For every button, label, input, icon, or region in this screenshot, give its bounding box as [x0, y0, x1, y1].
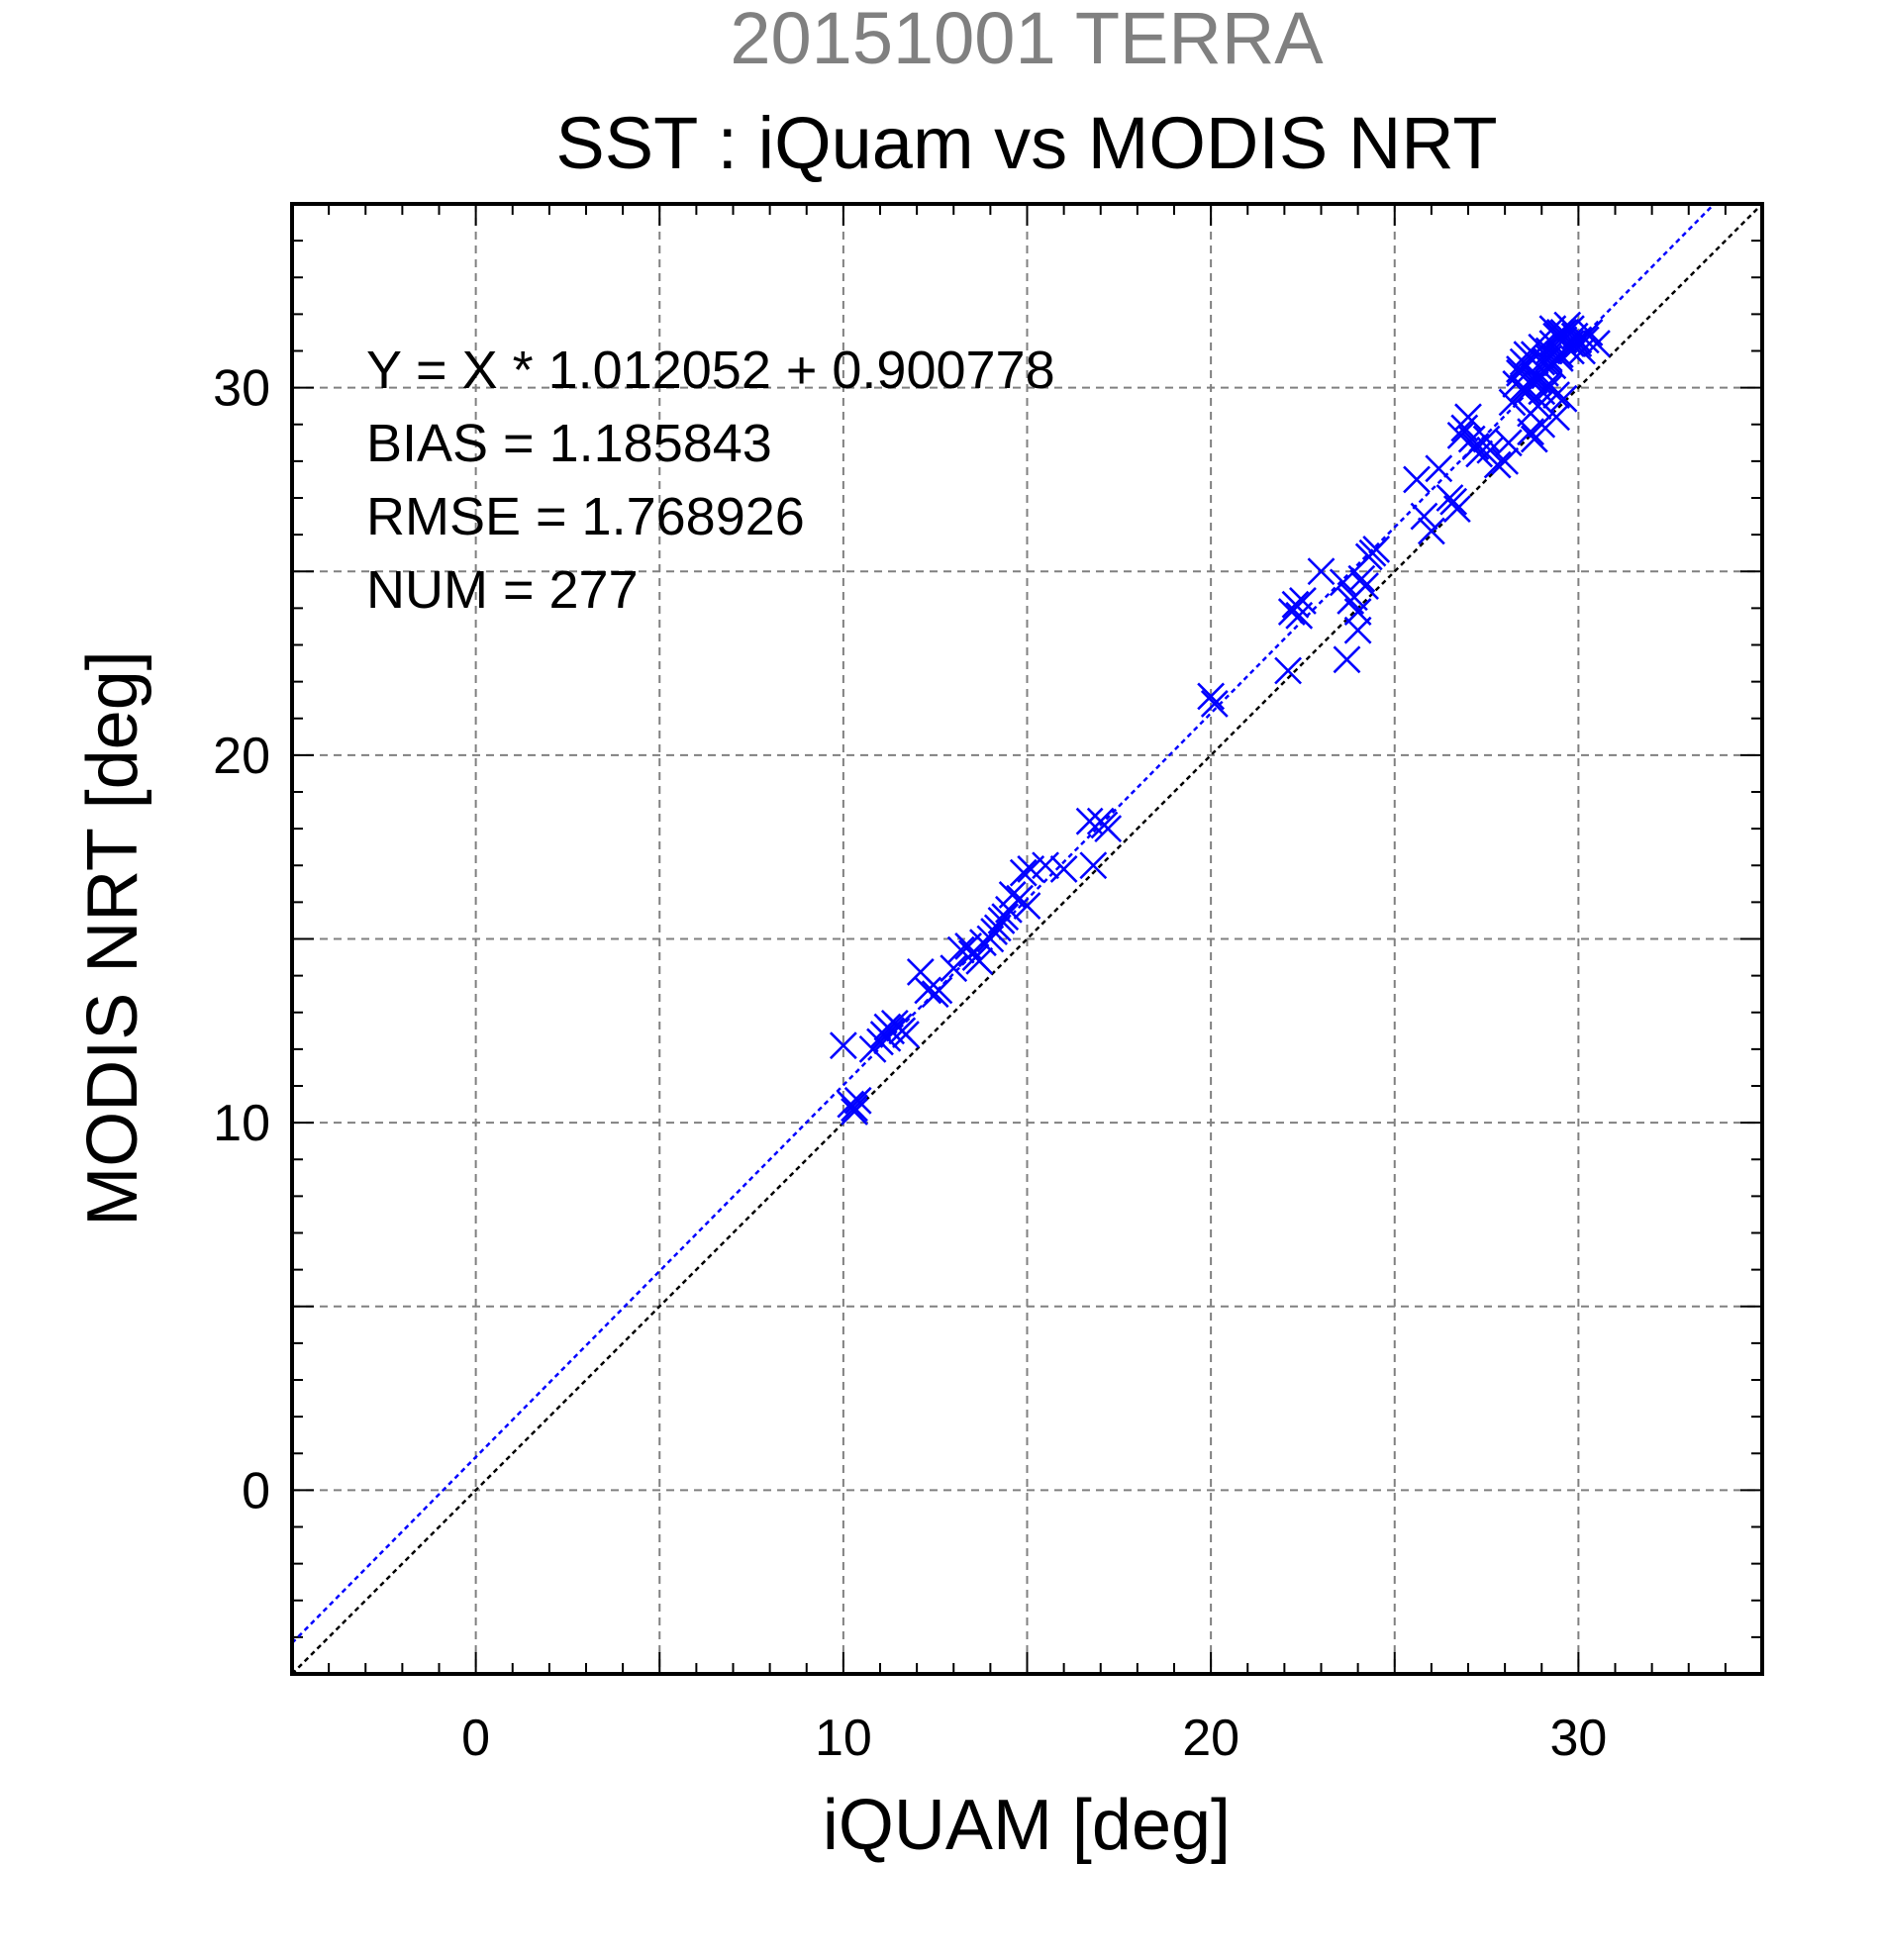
data-point — [1274, 656, 1303, 685]
data-point — [841, 1094, 868, 1123]
data-point — [1336, 587, 1365, 615]
y-tick-label: 0 — [242, 1462, 270, 1519]
data-point — [1086, 807, 1115, 835]
data-point — [1545, 322, 1574, 350]
data-point — [1410, 502, 1438, 531]
chart-suptitle: 20151001 TERRA — [730, 0, 1324, 79]
data-point — [1583, 330, 1611, 357]
data-point — [998, 881, 1027, 909]
x-tick-label: 0 — [461, 1710, 490, 1767]
data-point — [1289, 587, 1317, 615]
data-point — [1343, 616, 1372, 644]
data-point — [1013, 892, 1041, 921]
data-point — [1333, 645, 1361, 674]
data-point — [1417, 517, 1445, 545]
x-tick-label: 10 — [815, 1710, 872, 1767]
data-point — [1281, 590, 1310, 619]
data-point — [1476, 436, 1505, 464]
data-point — [1403, 465, 1431, 494]
data-point — [1494, 429, 1523, 457]
data-point — [1542, 403, 1571, 432]
x-tick-label: 20 — [1182, 1710, 1239, 1767]
data-point — [843, 1086, 872, 1115]
data-point — [965, 946, 994, 975]
data-point — [1528, 347, 1556, 376]
data-point — [873, 1024, 902, 1052]
data-point — [1442, 495, 1471, 524]
stats-num: NUM = 277 — [366, 560, 639, 620]
data-point — [1307, 557, 1336, 586]
data-point — [1465, 440, 1494, 468]
data-point — [1528, 333, 1556, 361]
data-point — [1491, 446, 1520, 475]
data-point — [1347, 564, 1376, 593]
x-tick-labels: 0 10 20 30 — [461, 1710, 1607, 1767]
data-point — [1457, 425, 1486, 453]
stats-annotation: Y = X * 1.012052 + 0.900778 BIAS = 1.185… — [366, 341, 1055, 620]
data-point — [1520, 425, 1548, 453]
data-point — [1197, 682, 1226, 711]
stats-rmse: RMSE = 1.768926 — [366, 487, 805, 546]
stats-bias: BIAS = 1.185843 — [366, 414, 772, 473]
grid-lines — [292, 204, 1762, 1674]
chart-title: SST : iQuam vs MODIS NRT — [555, 102, 1497, 184]
data-point — [1200, 689, 1229, 718]
data-point — [1049, 855, 1078, 883]
stats-equation: Y = X * 1.012052 + 0.900778 — [366, 341, 1055, 400]
data-point — [1079, 851, 1108, 880]
x-tick-label: 30 — [1549, 1710, 1607, 1767]
data-point — [1439, 487, 1468, 516]
data-point — [1483, 450, 1512, 479]
y-tick-label: 10 — [213, 1095, 270, 1152]
data-point — [914, 976, 942, 1005]
y-tick-label: 30 — [213, 360, 270, 418]
data-point — [1498, 388, 1527, 417]
data-point — [946, 935, 975, 964]
data-point — [1362, 536, 1391, 563]
y-axis-label: MODIS NRT [deg] — [73, 650, 152, 1226]
data-point — [1549, 384, 1578, 413]
y-tick-labels: 0 10 20 30 — [213, 360, 270, 1520]
data-point — [841, 1098, 868, 1126]
y-tick-label: 20 — [213, 728, 270, 785]
fit-line — [292, 204, 1717, 1644]
data-point — [829, 1031, 857, 1060]
data-point — [1564, 326, 1593, 354]
data-point — [1009, 858, 1038, 887]
data-point — [1032, 851, 1059, 880]
data-points — [829, 311, 1611, 1126]
data-point — [1506, 358, 1534, 387]
data-point — [940, 954, 968, 983]
x-axis-label: iQUAM [deg] — [823, 1786, 1231, 1865]
data-point — [925, 976, 953, 1005]
data-point — [1425, 454, 1453, 483]
data-point — [991, 903, 1020, 931]
data-point — [1520, 366, 1548, 395]
plot-frame — [290, 202, 1764, 1676]
